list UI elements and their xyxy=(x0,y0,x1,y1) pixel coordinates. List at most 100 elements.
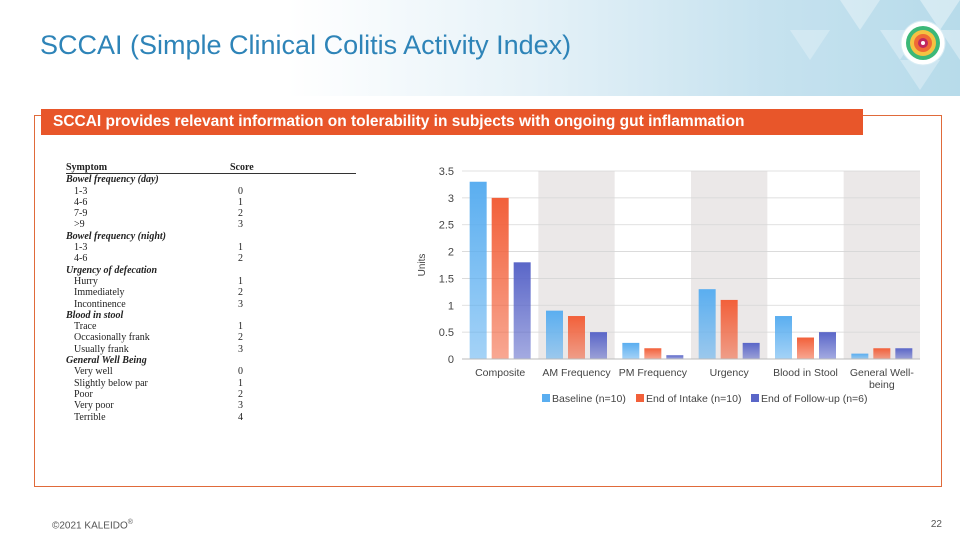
page-number: 22 xyxy=(930,519,942,530)
symptom-item-row: Slightly below par 1 xyxy=(66,378,356,389)
symptom-item-row: Immediately 2 xyxy=(66,287,356,298)
y-tick-label: 1 xyxy=(448,300,454,312)
bar-end-of-intake xyxy=(720,299,738,359)
legend-label: Baseline (n=10) xyxy=(552,393,626,405)
symptom-level: Incontinence xyxy=(74,298,126,310)
symptom-category-row: Bowel frequency (day) xyxy=(66,174,356,185)
symptom-category-row: General Well Being xyxy=(66,355,356,366)
y-tick-label: 1.5 xyxy=(439,273,454,285)
symptom-level: >9 xyxy=(74,219,85,231)
table-header-row: Symptom Score xyxy=(66,162,356,175)
symptom-level: Poor xyxy=(74,388,93,400)
y-tick-label: 3.5 xyxy=(439,166,454,178)
registered-mark: ® xyxy=(127,519,133,526)
symptom-score-table: Symptom Score Bowel frequency (day) 1-3 0 4… xyxy=(66,162,356,423)
y-tick-label: 2.5 xyxy=(439,220,454,232)
symptom-score: 2 xyxy=(238,388,243,400)
legend-swatch xyxy=(636,394,644,402)
symptom-score: 2 xyxy=(238,253,243,265)
symptom-score xyxy=(230,355,290,366)
symptom-item-row: Occasionally frank 2 xyxy=(66,332,356,343)
bar-end-of-intake xyxy=(568,316,585,359)
symptom-score: 2 xyxy=(238,208,243,220)
symptom-level: Trace xyxy=(74,321,97,333)
symptom-item-row: Poor 2 xyxy=(66,389,356,400)
symptom-item-row: Terrible 4 xyxy=(66,412,356,423)
symptom-level: Hurry xyxy=(74,275,98,287)
bar-baseline xyxy=(698,289,716,359)
symptom-item-row: Very well 0 xyxy=(66,366,356,377)
symptom-score: 1 xyxy=(238,377,243,389)
symptom-level: Very well xyxy=(74,366,113,378)
bar-end-of-follow-up xyxy=(666,355,684,359)
symptom-score: 3 xyxy=(238,343,243,355)
bar-end-of-follow-up xyxy=(513,262,531,359)
symptom-item-row: 7-9 2 xyxy=(66,208,356,219)
symptom-score: 0 xyxy=(238,366,243,378)
symptom-score: 1 xyxy=(238,242,243,254)
symptom-level: 4-6 xyxy=(74,253,88,265)
legend-label: End of Follow-up (n=6) xyxy=(761,393,868,405)
legend-swatch xyxy=(751,394,759,402)
x-category-label: being xyxy=(869,379,895,391)
symptom-category: General Well Being xyxy=(66,355,147,367)
symptom-item-row: 4-6 2 xyxy=(66,253,356,264)
symptom-score: 3 xyxy=(238,400,243,412)
header-score: Score xyxy=(230,162,254,173)
symptom-category: Bowel frequency (day) xyxy=(66,174,159,186)
symptom-score: 0 xyxy=(238,185,243,197)
symptom-item-row: Very poor 3 xyxy=(66,400,356,411)
bar-end-of-intake xyxy=(644,348,662,359)
symptom-level: Usually frank xyxy=(74,343,129,355)
bar-end-of-follow-up xyxy=(742,342,760,359)
copyright-text: ©2021 KALEIDO xyxy=(52,520,128,532)
key-message-banner: SCCAI provides relevant information on t… xyxy=(41,109,863,135)
symptom-level: Immediately xyxy=(74,287,125,299)
symptom-level: Very poor xyxy=(74,400,114,412)
symptom-score: 1 xyxy=(238,275,243,287)
y-tick-label: 3 xyxy=(448,193,454,205)
bar-baseline xyxy=(546,310,563,359)
symptom-item-row: Hurry 1 xyxy=(66,276,356,287)
x-category-label: Urgency xyxy=(710,367,750,379)
symptom-level: Terrible xyxy=(74,411,106,423)
symptom-item-row: Usually frank 3 xyxy=(66,344,356,355)
bar-end-of-intake xyxy=(491,197,509,359)
symptom-score xyxy=(230,310,290,321)
symptom-level: 1-3 xyxy=(74,242,88,254)
symptom-level: 1-3 xyxy=(74,185,88,197)
header-triangle-pattern xyxy=(790,0,960,90)
y-tick-label: 0.5 xyxy=(439,327,454,339)
symptom-item-row: Trace 1 xyxy=(66,321,356,332)
symptom-level: Slightly below par xyxy=(74,377,148,389)
header-symptom: Symptom xyxy=(66,162,108,173)
bar-baseline xyxy=(469,181,487,359)
bar-baseline xyxy=(622,342,640,359)
bar-end-of-follow-up xyxy=(819,332,836,359)
symptom-category: Bowel frequency (night) xyxy=(66,230,166,242)
symptom-level: 4-6 xyxy=(74,196,88,208)
symptom-category: Blood in stool xyxy=(66,309,124,321)
symptom-category-row: Urgency of defecation xyxy=(66,265,356,276)
y-tick-label: 0 xyxy=(448,354,454,366)
symptom-score: 2 xyxy=(238,287,243,299)
symptom-score: 3 xyxy=(238,219,243,231)
bar-end-of-follow-up xyxy=(590,332,607,359)
slide-title: SCCAI (Simple Clinical Colitis Activity … xyxy=(40,30,572,60)
symptom-score: 2 xyxy=(238,332,243,344)
category-band xyxy=(843,171,920,359)
symptom-item-row: Incontinence 3 xyxy=(66,299,356,310)
x-category-label: Blood in Stool xyxy=(773,367,838,379)
x-category-label: General Well- xyxy=(850,367,914,379)
symptom-score: 3 xyxy=(238,298,243,310)
symptom-score: 1 xyxy=(238,321,243,333)
legend-label: End of Intake (n=10) xyxy=(646,393,741,405)
bar-end-of-follow-up xyxy=(895,348,913,359)
legend-swatch xyxy=(542,394,550,402)
copyright-footer: ©2021 KALEIDO® xyxy=(52,519,133,531)
kaleido-logo-icon xyxy=(900,20,946,66)
symptom-item-row: >9 3 xyxy=(66,219,356,230)
symptom-item-row: 1-3 0 xyxy=(66,186,356,197)
symptom-score: 1 xyxy=(238,196,243,208)
symptom-item-row: 1-3 1 xyxy=(66,242,356,253)
